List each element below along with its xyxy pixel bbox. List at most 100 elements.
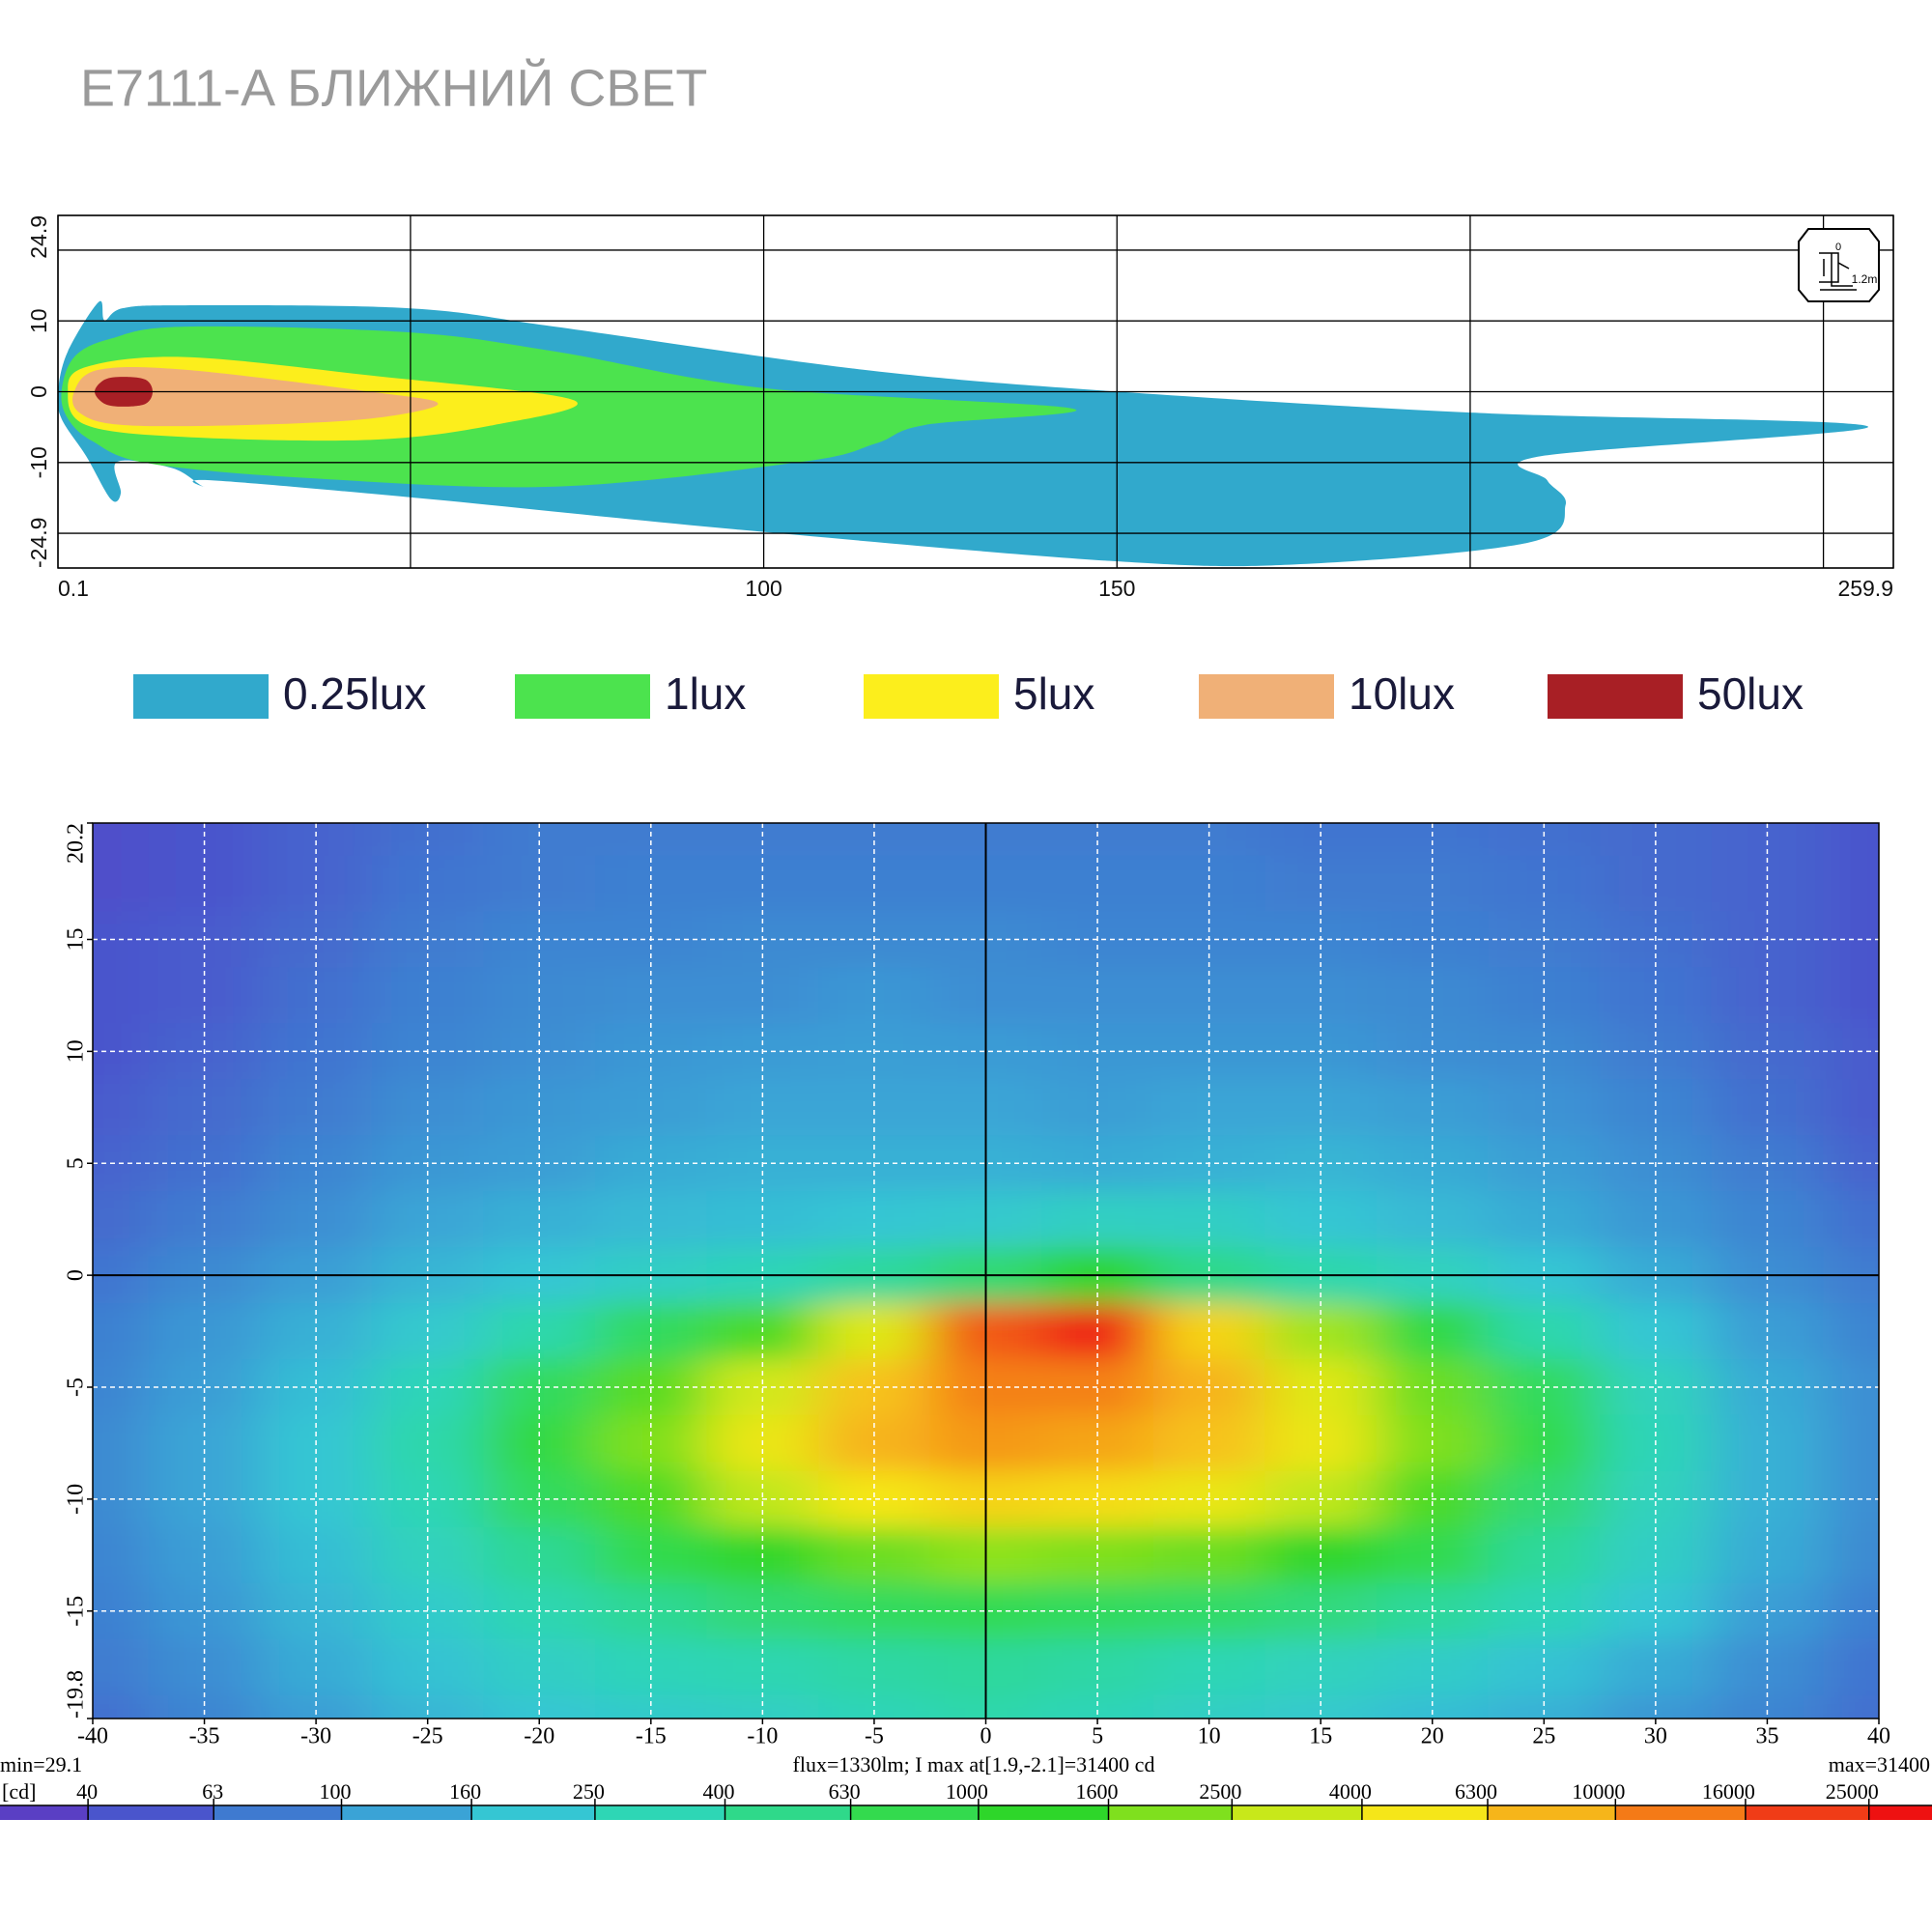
y-tick-label: 10 [64, 1039, 89, 1063]
x-tick-label: 0.1 [58, 576, 89, 601]
heatmap-cell [1823, 967, 1879, 1025]
heatmap-cell [148, 823, 262, 857]
heatmap-cell [93, 1191, 150, 1249]
colorbar-band [0, 1805, 89, 1820]
heatmap-cell [1152, 1079, 1266, 1137]
legend-item: 0.25lux [133, 668, 426, 719]
x-tick-label: 259.9 [1837, 576, 1893, 601]
heatmap-cell [93, 823, 150, 857]
x-tick-label: 40 [1867, 1724, 1890, 1749]
heatmap-cell [1823, 1638, 1879, 1696]
x-tick-label: 30 [1644, 1724, 1667, 1749]
annotation: flux=1330lm; I max at[1.9,-2.1]=31400 cd [793, 1752, 1155, 1776]
x-tick-label: 15 [1309, 1724, 1332, 1749]
x-tick-label: -30 [300, 1724, 331, 1749]
x-tick-label: -5 [865, 1724, 884, 1749]
heatmap-cell [93, 1526, 150, 1584]
x-tick-label: -15 [636, 1724, 667, 1749]
heatmap-cell [1152, 823, 1266, 857]
heatmap-cell [1488, 1079, 1602, 1137]
heatmap-cell [1823, 1303, 1879, 1361]
colorbar-band [471, 1805, 596, 1820]
x-tick-label: -35 [189, 1724, 220, 1749]
colorbar-band [594, 1805, 726, 1820]
colorbar-band [724, 1805, 852, 1820]
annotation: max=31400 [1829, 1752, 1930, 1776]
y-tick-label: -24.9 [26, 518, 51, 568]
icon-text: 1.2m [1852, 272, 1878, 286]
y-tick-label: -19.8 [64, 1670, 89, 1719]
heatmap-cell [148, 1079, 262, 1137]
annotation: min=29.1 [0, 1752, 82, 1776]
legend-label: 0.25lux [283, 668, 426, 719]
colorbar-tick-label: 2500 [1199, 1779, 1241, 1804]
heatmap-cell [93, 1694, 150, 1719]
x-tick-label: 5 [1092, 1724, 1103, 1749]
x-tick-label: 10 [1198, 1724, 1221, 1749]
legend-label: 1lux [665, 668, 746, 719]
x-tick-label: 100 [745, 576, 781, 601]
colorbar-band [978, 1805, 1110, 1820]
heatmap-cell [1264, 1079, 1378, 1137]
y-tick-label: -5 [64, 1378, 89, 1397]
mount-icon: 0 1.2m [1798, 228, 1880, 302]
y-tick-label: 24.9 [26, 215, 51, 259]
heatmap-cell [483, 823, 597, 857]
heatmap-cell [93, 1303, 150, 1361]
heatmap-cell [1823, 1526, 1879, 1584]
colorbar-tick-label: 16000 [1702, 1779, 1755, 1804]
heatmap-cell [483, 1079, 597, 1137]
heatmap-cell [93, 1638, 150, 1696]
heatmap-cell [1711, 1079, 1825, 1137]
legend-item: 1lux [515, 668, 746, 719]
y-tick-label: 20.2 [64, 823, 89, 864]
heatmap-cell [93, 855, 150, 913]
legend-swatch [133, 674, 269, 719]
heatmap-cell [1041, 823, 1154, 857]
colorbar-tick-label: 250 [573, 1779, 605, 1804]
heatmap-cell [1823, 1694, 1879, 1719]
plot-frame [92, 822, 1880, 1719]
y-tick-label: -15 [64, 1596, 89, 1627]
page-title: E7111-A БЛИЖНИЙ СВЕТ [80, 58, 707, 117]
legend-label: 50lux [1697, 668, 1804, 719]
x-tick-label: -25 [412, 1724, 443, 1749]
heatmap-cell [706, 823, 820, 857]
x-tick-label: 25 [1532, 1724, 1555, 1749]
colorbar-tick-label: 630 [829, 1779, 861, 1804]
legend-item: 5lux [864, 668, 1094, 719]
colorbar-band [88, 1805, 214, 1820]
colorbar-band [341, 1805, 472, 1820]
heatmap-cell [1264, 823, 1378, 857]
icon-text: 0 [1835, 242, 1841, 253]
x-tick-label: -20 [524, 1724, 554, 1749]
heatmap-cell [1376, 823, 1490, 857]
colorbar-tick-label: 1000 [946, 1779, 988, 1804]
icon-drawing [1819, 252, 1857, 291]
legend-swatch [864, 674, 999, 719]
heatmap-cell [595, 1079, 708, 1137]
y-tick-label: 0 [64, 1269, 89, 1281]
y-tick-label: 0 [26, 385, 51, 398]
legend-label: 5lux [1013, 668, 1094, 719]
x-tick-label: 150 [1098, 576, 1135, 601]
colorbar-tick-label: 25000 [1826, 1779, 1879, 1804]
legend-swatch [515, 674, 650, 719]
colorbar-band [1108, 1805, 1233, 1820]
legend-swatch [1199, 674, 1334, 719]
colorbar-tick-label: 160 [449, 1779, 481, 1804]
heatmap-cell [260, 823, 373, 857]
heatmap-cell [1600, 823, 1713, 857]
legend-item: 50lux [1548, 668, 1804, 719]
heatmap-cell [1823, 855, 1879, 913]
colorbar-tick-label: 100 [320, 1779, 352, 1804]
heatmap-cell [260, 1079, 373, 1137]
colorbar-unit: [cd] [2, 1779, 36, 1804]
colorbar-tick-label: 1600 [1076, 1779, 1119, 1804]
plot-frame [57, 214, 1894, 569]
colorbar-tick-label: 63 [202, 1779, 223, 1804]
colorbar-band [1745, 1805, 1870, 1820]
heatmap-cell [1041, 1079, 1154, 1137]
